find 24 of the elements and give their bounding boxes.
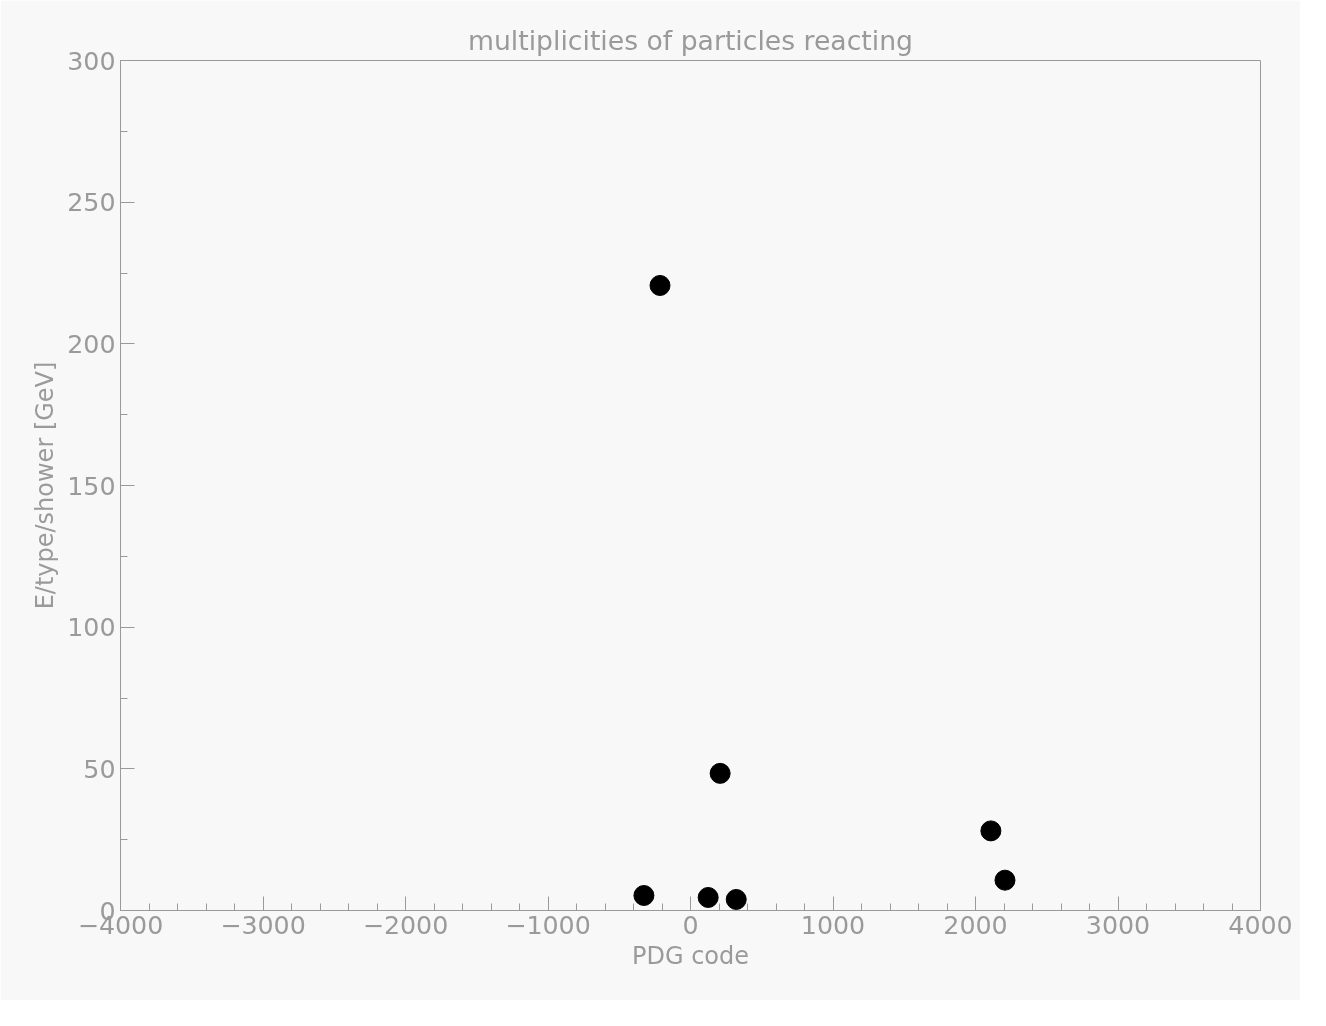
x-axis-title: PDG code (631, 941, 750, 970)
point (633, 885, 655, 906)
point (980, 820, 1002, 842)
y-tick-label: 150 (67, 470, 116, 501)
x-tick-label: −1000 (505, 909, 591, 940)
y-tick-label: 200 (67, 328, 116, 359)
y-tick-label: 250 (67, 187, 116, 218)
chart-title: multiplicities of particles reacting (467, 24, 914, 56)
point (709, 762, 731, 784)
x-tick-label: 3000 (1085, 909, 1151, 940)
point (994, 869, 1016, 891)
point (649, 274, 671, 296)
y-tick-label: 300 (67, 45, 116, 76)
y-tick-label: 100 (67, 612, 116, 643)
point (725, 888, 747, 910)
point (697, 886, 719, 908)
x-tick-label: 4000 (1228, 909, 1293, 940)
x-tick-label: −2000 (362, 909, 449, 940)
y-axis-title: E/type/shower [GeV] (31, 361, 60, 610)
x-tick-label: 2000 (943, 909, 1008, 940)
x-tick-label: −3000 (220, 909, 306, 940)
x-tick-label: 1000 (800, 909, 866, 940)
x-tick-label: 0 (682, 909, 699, 940)
y-tick-label: 50 (83, 753, 116, 784)
